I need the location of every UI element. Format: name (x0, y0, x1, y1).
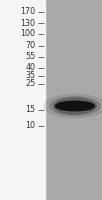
Text: 25: 25 (25, 79, 35, 88)
Text: 10: 10 (25, 121, 35, 130)
Text: 170: 170 (20, 7, 35, 17)
Bar (45, 0, 102, 200)
Ellipse shape (44, 94, 102, 118)
Bar (0, 0, 45, 200)
Ellipse shape (54, 98, 96, 114)
Ellipse shape (56, 101, 94, 111)
Text: 55: 55 (25, 52, 35, 61)
Text: 70: 70 (25, 41, 35, 50)
Text: 35: 35 (25, 71, 35, 80)
Text: 130: 130 (20, 19, 35, 27)
Text: 15: 15 (25, 105, 35, 114)
Text: 100: 100 (20, 29, 35, 38)
Ellipse shape (50, 97, 100, 115)
Text: 40: 40 (25, 63, 35, 72)
